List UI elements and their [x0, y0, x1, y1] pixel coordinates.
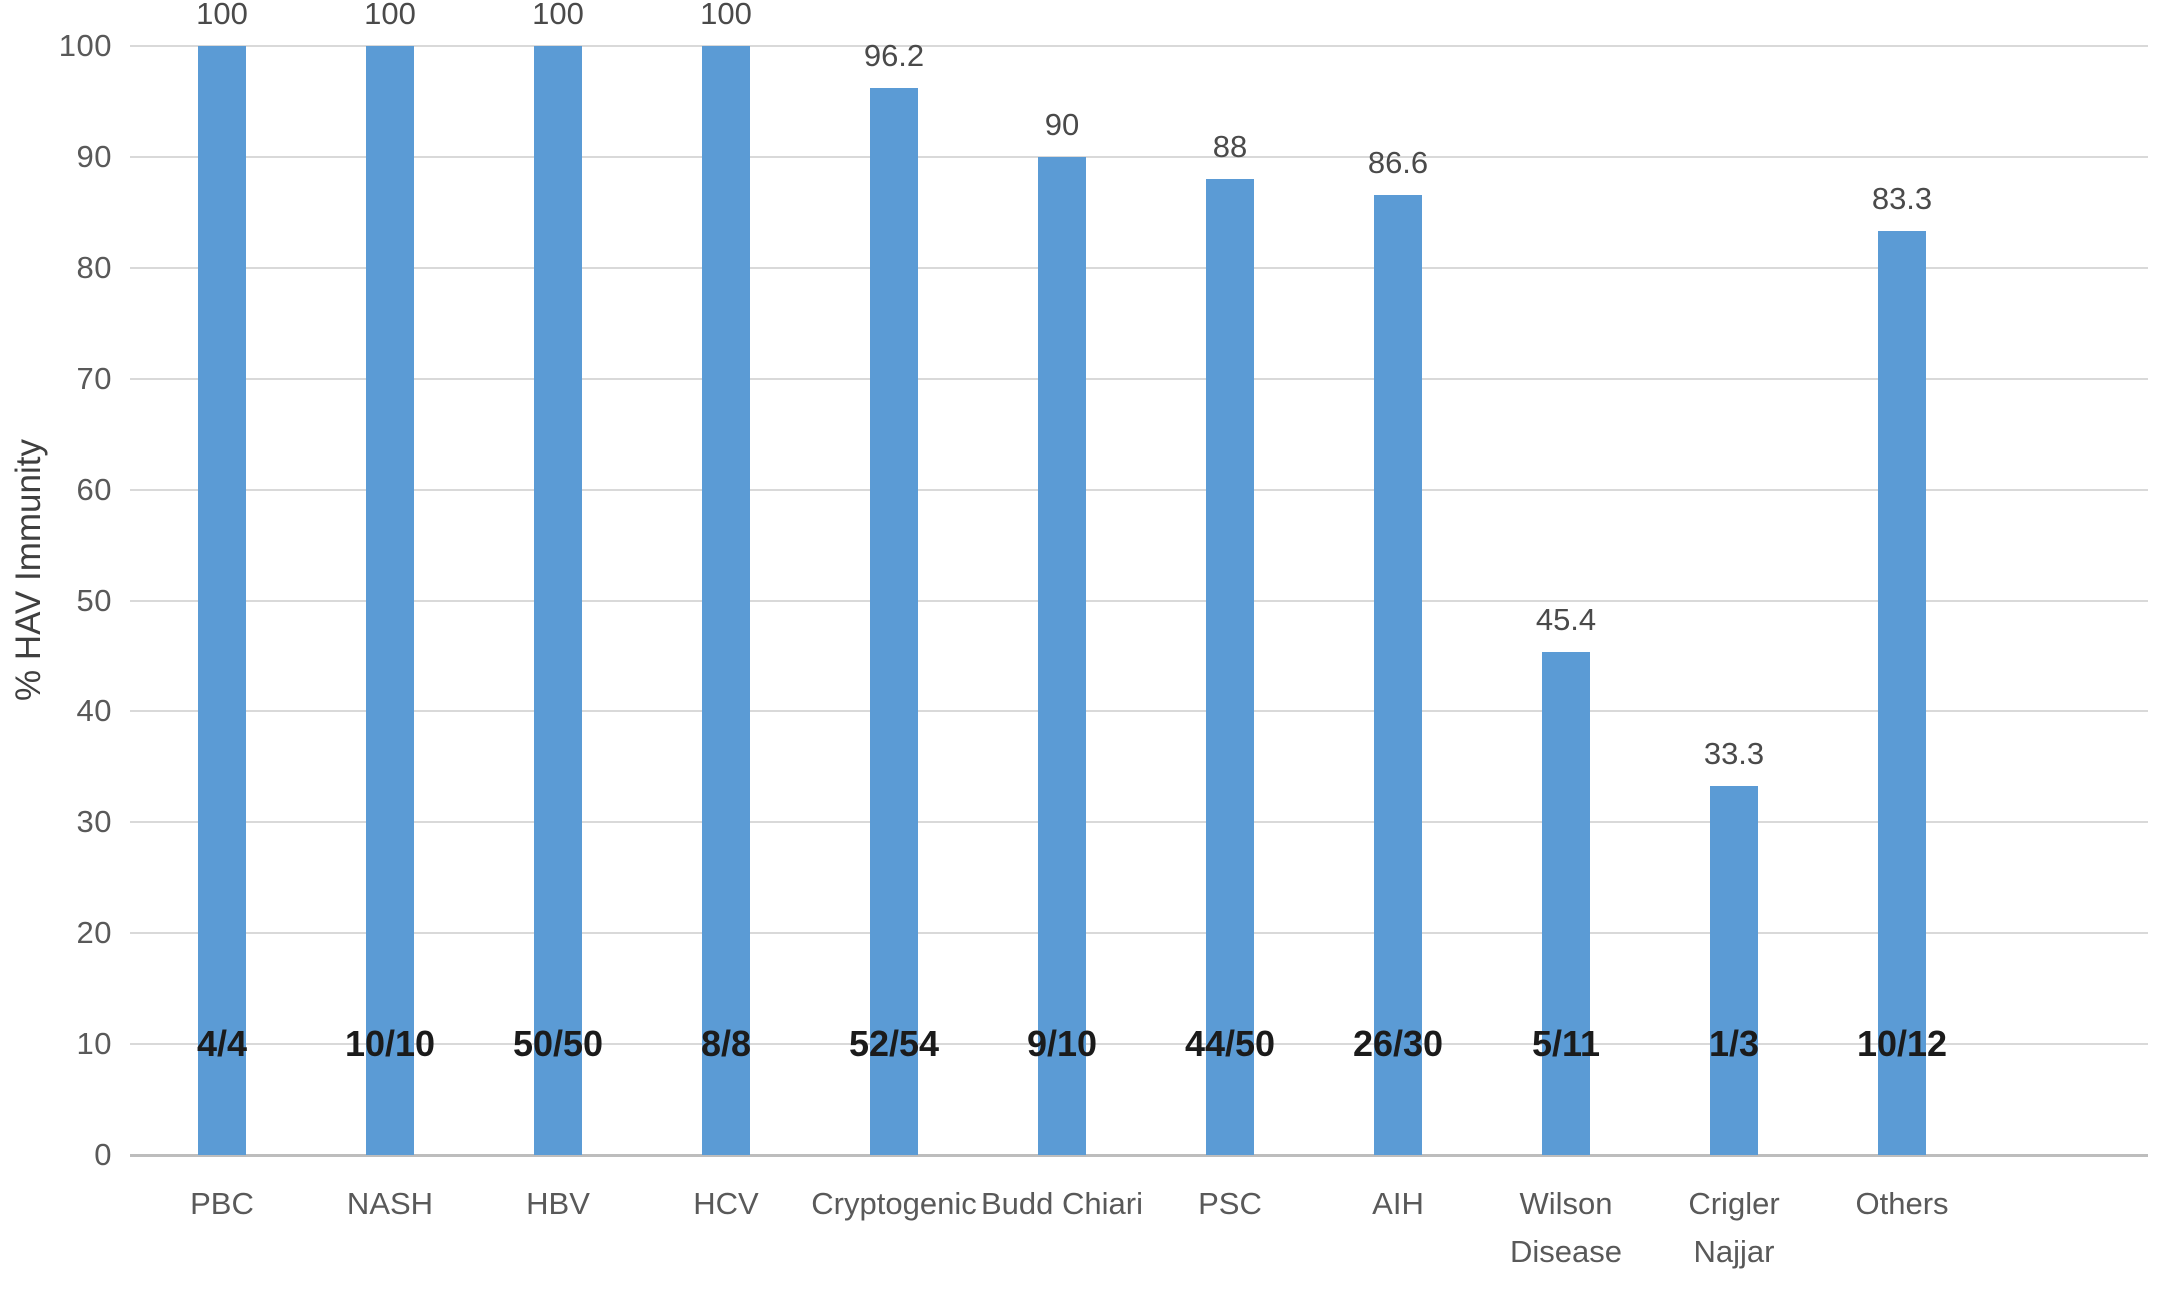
- gridline: [130, 821, 2148, 824]
- y-tick-label: 50: [76, 582, 112, 618]
- gridline: [130, 45, 2148, 47]
- x-tick-label: Wilson Disease: [1510, 1180, 1622, 1276]
- bar: [702, 46, 750, 1155]
- x-tick-label-line: HCV: [693, 1186, 759, 1221]
- y-tick-label: 90: [76, 138, 112, 174]
- bar-value-label: 96.2: [863, 38, 925, 74]
- x-tick-label: Others: [1855, 1180, 1948, 1228]
- x-tick-label: NASH: [347, 1180, 433, 1228]
- bar-value-label: 100: [532, 0, 584, 31]
- bar: [534, 46, 582, 1155]
- y-tick-label: 60: [76, 471, 112, 507]
- x-tick-label-line: PBC: [190, 1186, 254, 1221]
- bar: [1710, 785, 1758, 1155]
- gridline: [130, 599, 2148, 602]
- bar-fraction-label: 52/54: [848, 1023, 940, 1065]
- x-tick-label: Cryptogenic: [811, 1180, 976, 1228]
- y-tick-label: 40: [76, 693, 112, 729]
- x-tick-label-line: Cryptogenic: [811, 1186, 977, 1221]
- bar: [198, 46, 246, 1155]
- gridline: [130, 155, 2148, 158]
- x-tick-label: Budd Chiari: [981, 1180, 1143, 1228]
- x-tick-label: Crigler Najjar: [1688, 1180, 1779, 1276]
- bar: [1374, 194, 1422, 1155]
- bar-fraction-label: 10/12: [1856, 1023, 1948, 1065]
- bar-value-label: 100: [364, 0, 416, 31]
- gridline: [130, 488, 2148, 491]
- y-tick-label: 80: [76, 249, 112, 285]
- x-tick-label: HBV: [526, 1180, 590, 1228]
- bar-value-label: 100: [700, 0, 752, 31]
- bar-fraction-label: 26/30: [1352, 1023, 1444, 1065]
- x-tick-label-line: Najjar: [1693, 1234, 1775, 1269]
- y-tick-label: 20: [76, 915, 112, 951]
- bar: [1878, 231, 1926, 1155]
- bar: [1206, 179, 1254, 1155]
- bar-value-label: 45.4: [1535, 601, 1597, 637]
- bar-value-label: 33.3: [1703, 735, 1765, 771]
- x-tick-label-line: Wilson: [1519, 1186, 1613, 1221]
- bar-fraction-label: 4/4: [196, 1023, 248, 1065]
- bar-fraction-label: 1/3: [1708, 1023, 1760, 1065]
- bar-fraction-label: 8/8: [700, 1023, 752, 1065]
- gridline: [130, 932, 2148, 935]
- y-tick-label: 70: [76, 360, 112, 396]
- bar-fraction-label: 44/50: [1184, 1023, 1276, 1065]
- bar-value-label: 83.3: [1871, 181, 1933, 217]
- x-tick-label-line: Budd Chiari: [981, 1186, 1143, 1221]
- x-tick-label-line: Others: [1855, 1186, 1949, 1221]
- bar-fraction-label: 50/50: [512, 1023, 604, 1065]
- x-tick-label-line: Disease: [1510, 1234, 1622, 1269]
- bar-fraction-label: 5/11: [1531, 1023, 1601, 1065]
- gridline: [130, 266, 2148, 269]
- x-tick-label-line: NASH: [346, 1186, 434, 1221]
- y-tick-label: 10: [76, 1026, 112, 1062]
- gridline: [130, 377, 2148, 380]
- x-tick-label: AIH: [1372, 1180, 1424, 1228]
- gridline: [130, 1043, 2148, 1046]
- x-tick-label: HCV: [693, 1180, 758, 1228]
- bar-value-label: 88: [1212, 129, 1248, 165]
- gridline: [130, 710, 2148, 713]
- y-tick-label: 0: [94, 1137, 112, 1172]
- bar-value-label: 86.6: [1367, 144, 1429, 180]
- bar-fraction-label: 10/10: [344, 1023, 436, 1065]
- bar: [870, 88, 918, 1155]
- bar: [366, 46, 414, 1155]
- x-tick-label-line: HBV: [526, 1186, 590, 1221]
- bar-fraction-label: 9/10: [1026, 1023, 1098, 1065]
- x-tick-label: PSC: [1198, 1180, 1262, 1228]
- y-tick-label: 100: [58, 28, 112, 63]
- x-axis-line: [130, 1154, 2148, 1157]
- x-tick-label-line: PSC: [1198, 1186, 1262, 1221]
- x-tick-label-line: AIH: [1372, 1186, 1424, 1221]
- bar-value-label: 90: [1044, 106, 1080, 142]
- bar-value-label: 100: [196, 0, 248, 31]
- bar: [1038, 156, 1086, 1155]
- bar: [1542, 651, 1590, 1155]
- y-tick-label: 30: [76, 804, 112, 840]
- x-tick-label: PBC: [190, 1180, 254, 1228]
- x-tick-label-line: Crigler: [1688, 1186, 1780, 1221]
